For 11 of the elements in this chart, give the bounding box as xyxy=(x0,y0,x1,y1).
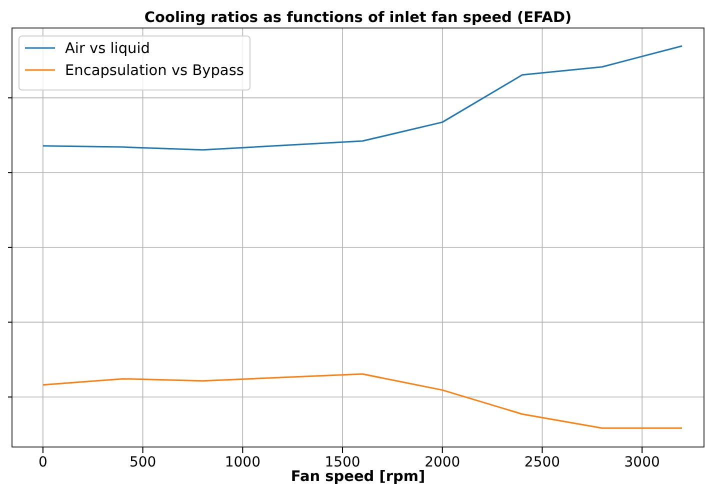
x-tick-label: 3000 xyxy=(624,454,660,470)
chart-title: Cooling ratios as functions of inlet fan speed (EFAD) xyxy=(144,10,572,26)
x-axis-title: Fan speed [rpm] xyxy=(290,469,426,485)
x-tick-label: 0 xyxy=(38,454,48,470)
x-tick-label: 1000 xyxy=(224,454,260,470)
legend-label: Air vs liquid xyxy=(65,41,150,57)
x-tick-label: 2500 xyxy=(524,454,560,470)
x-tick-label: 1500 xyxy=(324,454,360,470)
x-tick-label: 500 xyxy=(129,454,156,470)
legend-label: Encapsulation vs Bypass xyxy=(65,63,244,79)
x-tick-label: 2000 xyxy=(424,454,460,470)
